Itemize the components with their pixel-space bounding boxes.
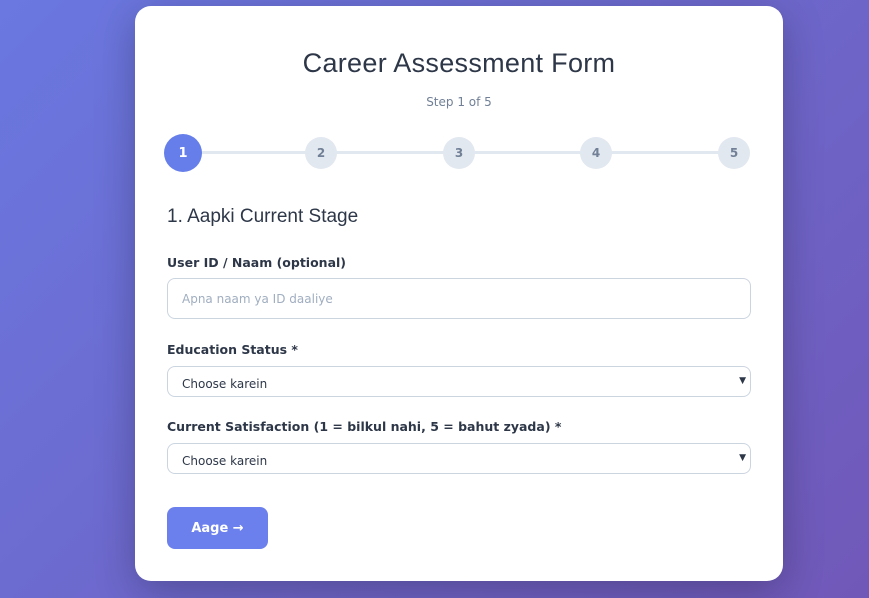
step-5: 5 bbox=[718, 137, 750, 169]
step-indicator-text: Step 1 of 5 bbox=[426, 95, 492, 109]
chevron-down-icon: ▼ bbox=[739, 376, 746, 386]
user-id-input[interactable]: Apna naam ya ID daaliye bbox=[167, 278, 751, 319]
education-status-select[interactable]: Choose karein ▼ bbox=[167, 366, 751, 397]
user-id-label: User ID / Naam (optional) bbox=[167, 255, 347, 270]
step-3: 3 bbox=[443, 137, 475, 169]
page-title: Career Assessment Form bbox=[302, 48, 616, 78]
step-2: 2 bbox=[305, 137, 337, 169]
satisfaction-value: Choose karein bbox=[182, 454, 268, 468]
education-status-value: Choose karein bbox=[182, 377, 268, 391]
chevron-down-icon: ▼ bbox=[739, 453, 746, 463]
user-id-placeholder: Apna naam ya ID daaliye bbox=[182, 291, 333, 306]
satisfaction-label: Current Satisfaction (1 = bilkul nahi, 5… bbox=[167, 419, 562, 434]
step-1: 1 bbox=[164, 134, 202, 172]
satisfaction-select[interactable]: Choose karein ▼ bbox=[167, 443, 751, 474]
form-card: Career Assessment Form Step 1 of 5 1 2 3… bbox=[135, 6, 783, 581]
section-title: 1. Aapki Current Stage bbox=[167, 206, 359, 227]
education-status-label: Education Status * bbox=[167, 342, 298, 357]
next-button[interactable]: Aage → bbox=[167, 507, 268, 549]
step-4: 4 bbox=[580, 137, 612, 169]
